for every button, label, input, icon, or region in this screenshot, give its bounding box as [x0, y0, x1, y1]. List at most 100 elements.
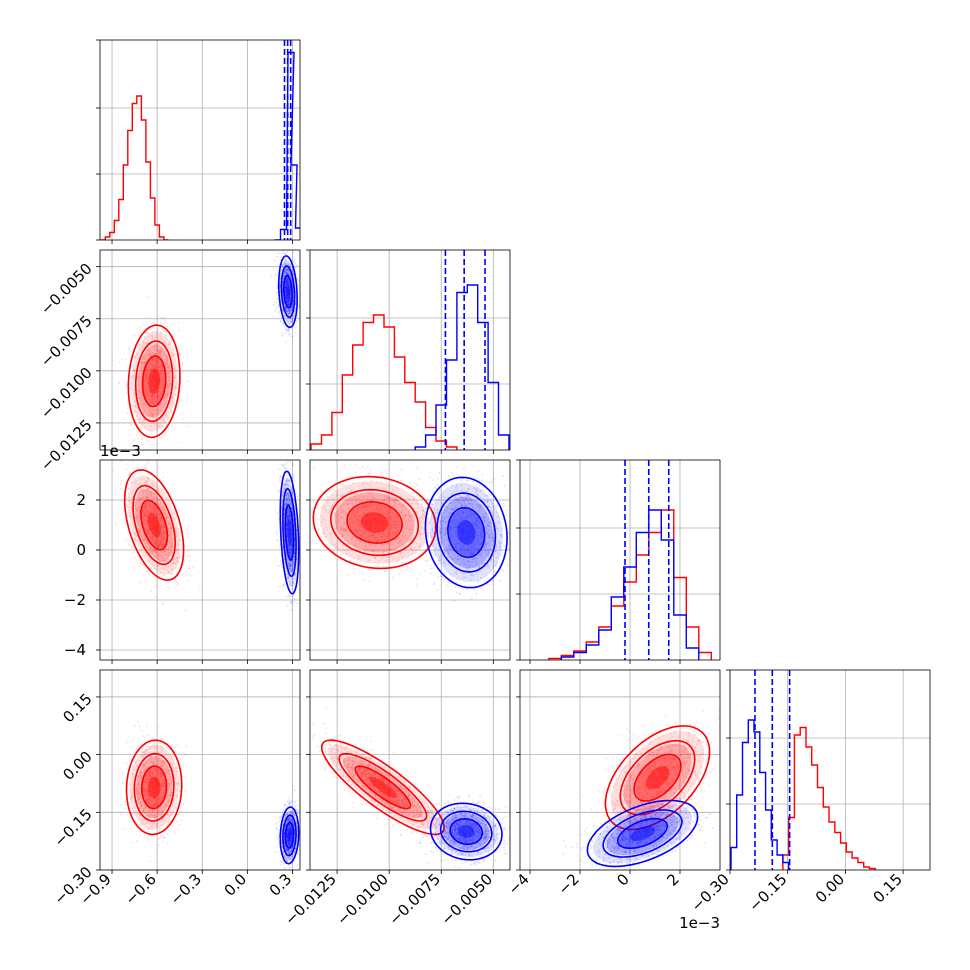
contour-line	[282, 274, 293, 309]
sample-point	[180, 555, 183, 558]
sample-point	[175, 580, 177, 583]
sample-point	[142, 407, 145, 410]
sample-point	[152, 497, 155, 500]
sample-point	[155, 516, 158, 519]
sample-point	[152, 412, 155, 415]
sample-point	[284, 252, 286, 255]
histogram-series-2	[560, 509, 700, 660]
sample-point	[156, 578, 159, 581]
sample-point	[143, 357, 146, 360]
sample-point	[287, 312, 290, 315]
sample-point	[287, 284, 289, 286]
sample-point	[140, 406, 143, 409]
sample-point	[152, 564, 155, 566]
sample-point	[285, 340, 287, 343]
sample-point	[164, 565, 167, 568]
sample-point	[163, 373, 165, 376]
sample-point	[167, 384, 169, 387]
sample-point	[184, 775, 187, 778]
sample-point	[151, 366, 154, 368]
sample-point	[288, 303, 291, 306]
sample-point	[288, 295, 290, 298]
sample-point	[159, 393, 162, 396]
sample-point	[145, 468, 148, 470]
sample-point	[170, 502, 173, 505]
sample-point	[279, 320, 282, 323]
sample-point	[174, 746, 176, 748]
sample-point	[129, 511, 132, 514]
sample-point	[289, 296, 291, 299]
sample-point	[288, 332, 291, 335]
sample-point	[284, 280, 287, 283]
sample-point	[292, 252, 294, 254]
sample-point	[167, 427, 170, 430]
sample-point	[121, 500, 124, 503]
sample-point	[289, 309, 291, 311]
sample-point	[286, 269, 289, 272]
sample-point	[154, 374, 156, 377]
sample-point	[285, 286, 288, 289]
sample-point	[150, 524, 153, 527]
sample-point	[183, 790, 186, 792]
sample-point	[168, 384, 171, 387]
sample-point	[276, 531, 278, 533]
sample-point	[132, 476, 135, 479]
sample-point	[174, 758, 176, 760]
sample-point	[184, 754, 187, 756]
sample-point	[139, 394, 142, 397]
sample-point	[284, 325, 287, 327]
sample-point	[151, 521, 153, 524]
sample-point	[149, 383, 152, 386]
sample-point	[143, 511, 146, 514]
sample-point	[286, 267, 288, 269]
sample-point	[160, 380, 163, 383]
sample-point	[172, 561, 175, 564]
sample-point	[144, 481, 147, 484]
sample-point	[189, 555, 192, 558]
sample-point	[126, 412, 129, 414]
sample-point	[287, 298, 290, 301]
sample-point	[121, 411, 123, 413]
sample-point	[169, 525, 172, 528]
sample-point	[289, 297, 292, 300]
sample-point	[168, 827, 171, 829]
sample-point	[161, 534, 163, 537]
sample-point	[155, 390, 158, 393]
sample-point	[286, 278, 289, 281]
sample-point	[171, 356, 173, 358]
sample-point	[302, 541, 304, 543]
sample-point	[135, 501, 137, 504]
density-level	[143, 357, 166, 406]
sample-point	[148, 533, 151, 536]
sample-point	[284, 286, 287, 288]
panel-content	[100, 460, 304, 660]
sample-point	[146, 540, 149, 543]
sample-point	[167, 530, 170, 533]
sample-point	[151, 335, 154, 338]
sample-point	[157, 395, 159, 397]
sample-point	[167, 558, 170, 561]
sample-point	[298, 317, 300, 319]
sample-point	[126, 391, 128, 394]
sample-point	[149, 382, 152, 385]
sample-point	[149, 390, 152, 393]
sample-point	[283, 253, 285, 255]
sample-point	[145, 384, 148, 387]
sample-point	[149, 353, 151, 356]
sample-point	[157, 531, 160, 534]
sample-point	[296, 315, 299, 317]
sample-point	[169, 367, 172, 370]
sample-point	[284, 291, 287, 293]
sample-point	[129, 375, 132, 378]
sample-point	[167, 343, 170, 346]
sample-point	[169, 538, 172, 541]
contour-line	[134, 340, 174, 423]
sample-point	[153, 542, 156, 545]
sample-point	[155, 374, 157, 376]
sample-point	[143, 362, 146, 365]
sample-point	[144, 480, 147, 483]
sample-point	[157, 387, 159, 390]
sample-point	[169, 388, 172, 390]
sample-point	[161, 390, 164, 392]
sample-point	[167, 393, 169, 396]
